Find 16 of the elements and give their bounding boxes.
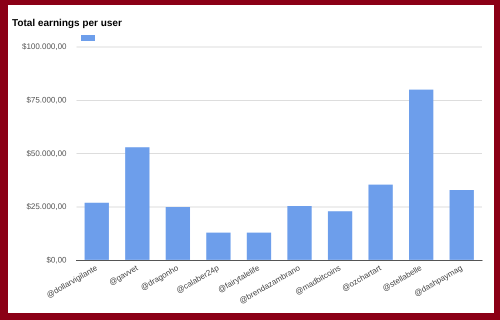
y-tick-label: $50.000,00 — [26, 148, 68, 158]
y-tick-label: $0,00 — [46, 256, 68, 265]
bar — [84, 202, 109, 260]
bar — [246, 232, 272, 260]
y-tick-label: $25.000,00 — [26, 202, 68, 212]
chart-title: Total earnings per user — [12, 18, 122, 29]
y-tick-label: $100.000,00 — [22, 42, 68, 52]
bar — [409, 90, 434, 260]
y-tick-label: $75.000,00 — [26, 96, 68, 105]
bar — [287, 206, 312, 260]
bar — [206, 232, 231, 260]
bar — [125, 147, 150, 260]
bar — [368, 184, 393, 260]
bar — [328, 211, 352, 260]
bar — [450, 190, 474, 260]
bar — [166, 207, 190, 260]
